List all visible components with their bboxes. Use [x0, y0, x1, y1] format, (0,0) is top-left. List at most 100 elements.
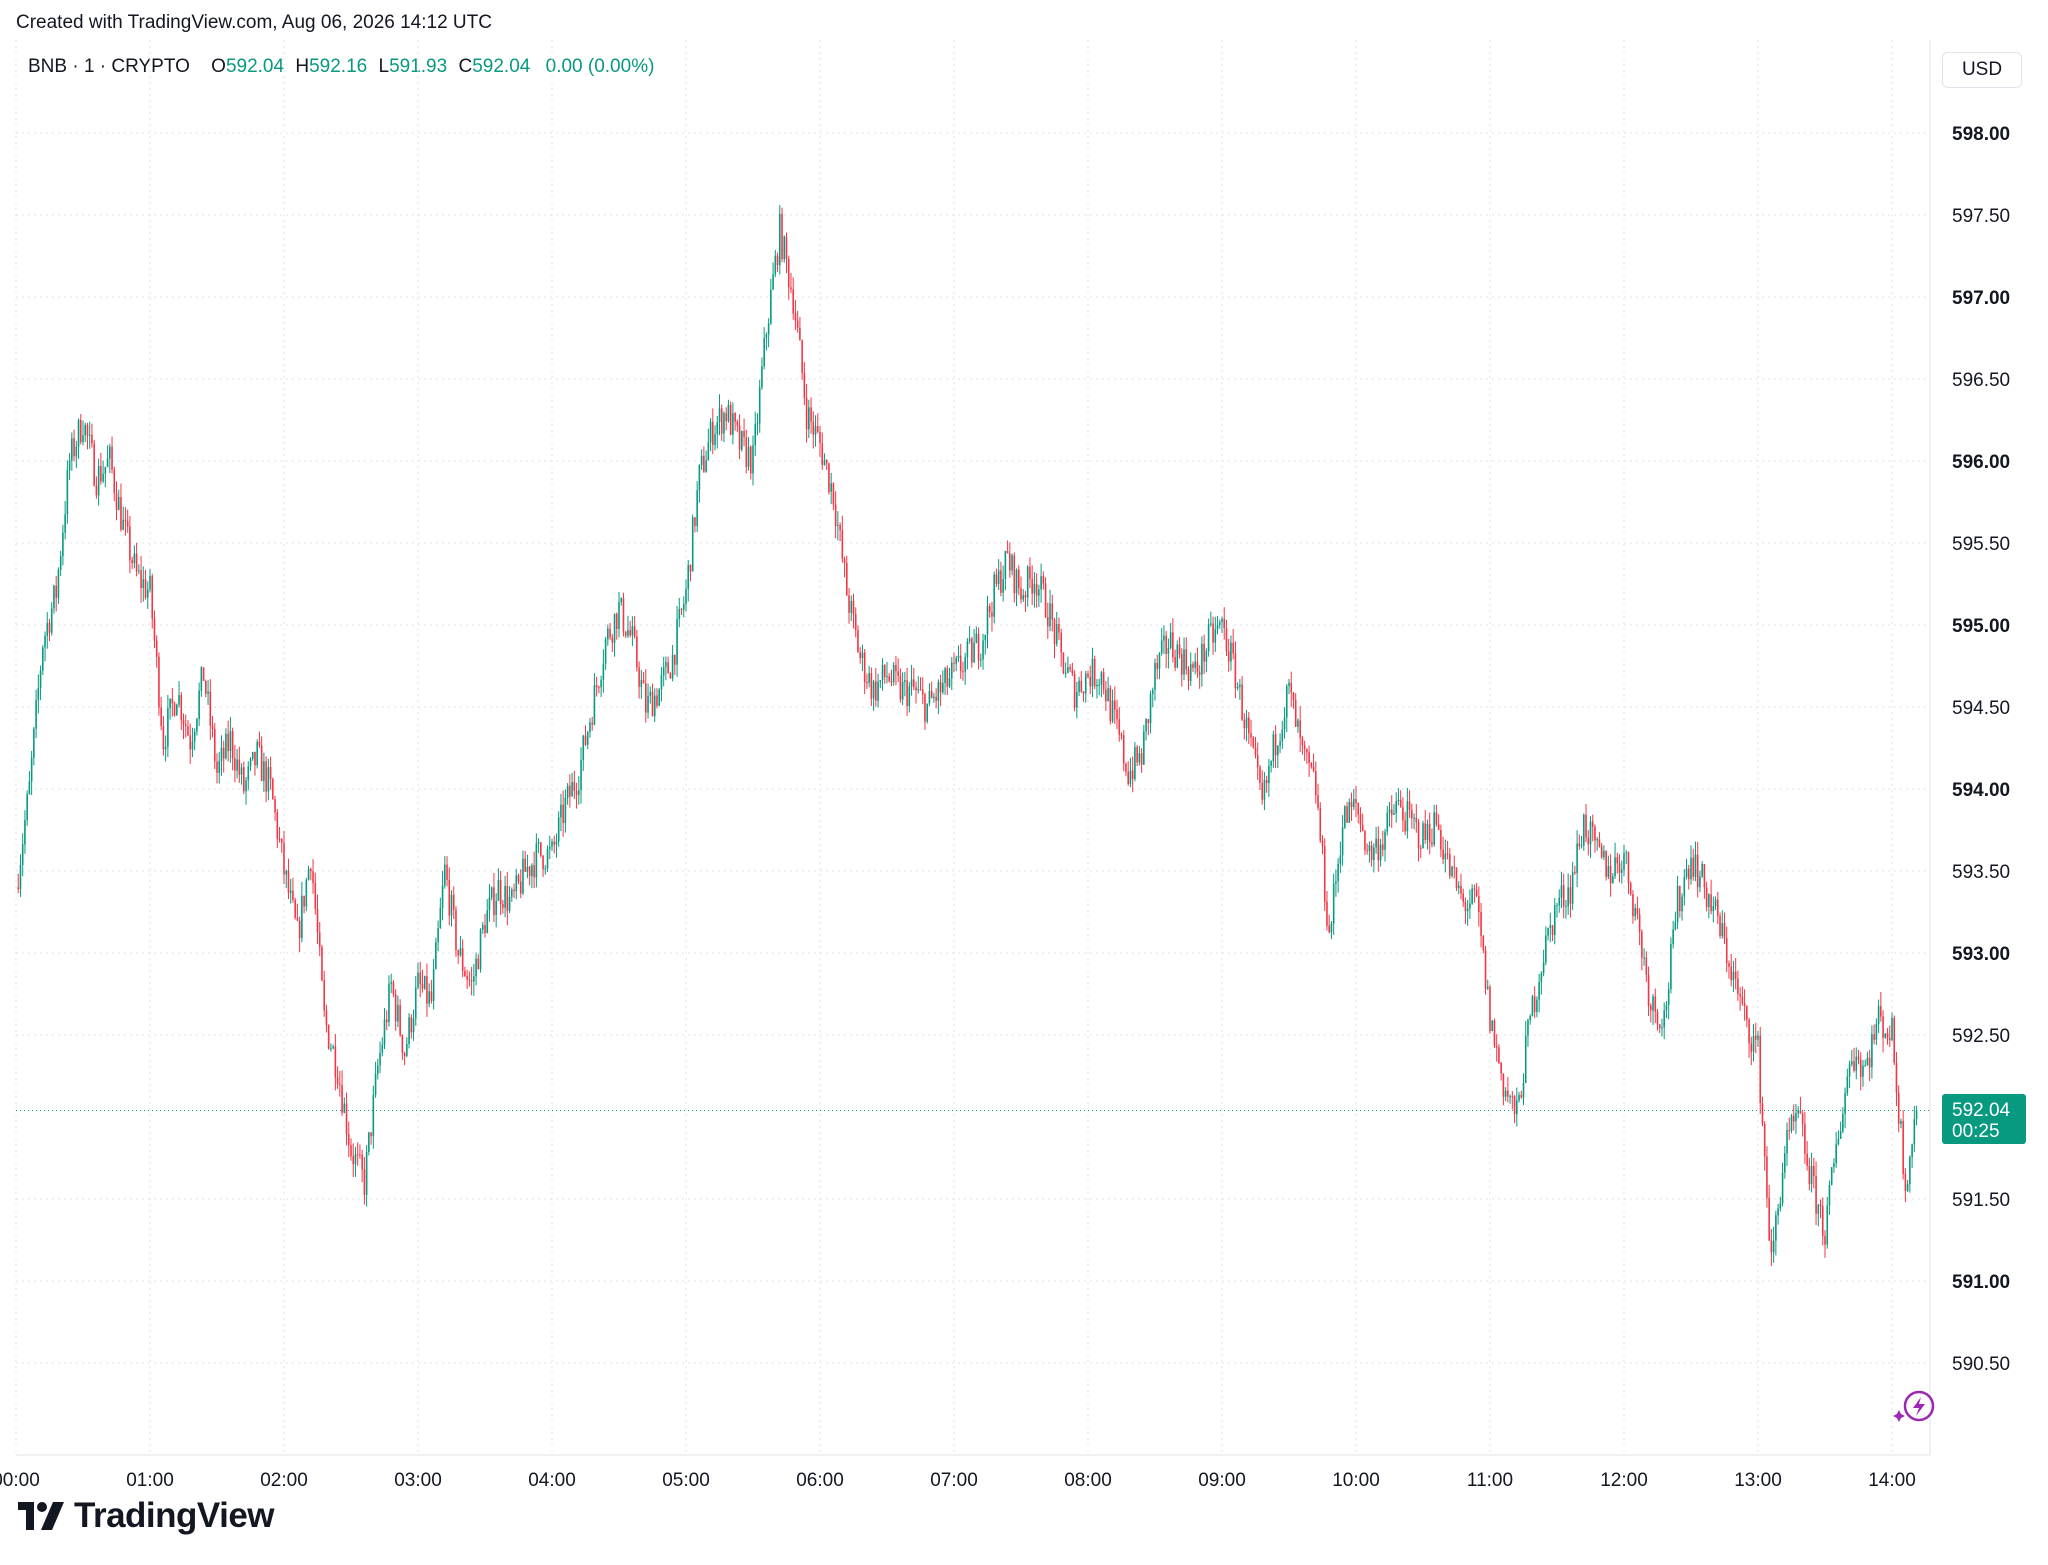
candle	[1638, 908, 1641, 946]
candle	[548, 835, 551, 860]
candle-body	[785, 236, 788, 260]
candle	[517, 873, 520, 885]
candle	[245, 776, 247, 805]
candle	[1216, 615, 1219, 635]
candle-body	[1089, 676, 1092, 687]
candle-body	[935, 696, 937, 701]
candle-body	[173, 703, 176, 716]
candle	[935, 688, 937, 709]
candle-body	[1824, 1235, 1826, 1245]
candle	[875, 668, 877, 707]
candle-body	[1270, 761, 1272, 766]
candle	[50, 602, 53, 636]
candle	[1754, 1022, 1757, 1054]
candle-body	[988, 606, 991, 613]
currency-button[interactable]: USD	[1942, 52, 2022, 88]
candle-body	[95, 485, 98, 496]
candle-body	[571, 782, 573, 797]
candle-body	[167, 708, 169, 747]
candle-body	[1699, 876, 1701, 888]
candle-body	[444, 864, 446, 886]
candle-body	[1127, 771, 1129, 784]
candle-body	[1129, 770, 1132, 784]
candle-body	[1221, 618, 1223, 623]
candle	[1350, 792, 1353, 821]
candle-body	[1547, 927, 1549, 936]
candle-body	[1821, 1206, 1824, 1236]
candle	[499, 870, 502, 916]
candle	[1880, 991, 1882, 1022]
candle-body	[283, 842, 285, 875]
candle-body	[455, 909, 457, 951]
candle	[1250, 719, 1252, 747]
candle-body	[1855, 1056, 1858, 1071]
candle-body	[135, 553, 138, 572]
candle-body	[1292, 692, 1295, 700]
candle	[35, 689, 37, 739]
candle	[948, 667, 951, 688]
candle	[213, 722, 216, 770]
candle	[1149, 690, 1152, 734]
candle-body	[921, 689, 924, 695]
candle	[1781, 1162, 1784, 1207]
candle-body	[162, 725, 165, 750]
candle	[602, 649, 605, 693]
candle-body	[361, 1154, 363, 1170]
candle-body	[73, 438, 75, 457]
candle	[1183, 637, 1185, 681]
candle	[667, 656, 669, 674]
candle	[792, 277, 794, 320]
candle	[1545, 926, 1547, 966]
candle-body	[593, 685, 596, 725]
candle	[314, 872, 317, 915]
symbol-label[interactable]: BNB · 1 · CRYPTO	[28, 56, 190, 77]
candle-body	[1583, 814, 1585, 846]
candle	[73, 429, 75, 462]
open-value: 592.04	[225, 56, 285, 77]
candle-body	[758, 387, 761, 424]
candle	[772, 262, 774, 290]
candle-body	[1777, 1208, 1779, 1216]
candle	[1386, 805, 1389, 836]
close-label: C	[458, 56, 473, 77]
candle-body	[82, 435, 84, 443]
candle-body	[542, 855, 544, 870]
candle	[877, 673, 879, 708]
candle	[1038, 584, 1040, 607]
footer-branding[interactable]: TradingView	[18, 1496, 275, 1536]
candle	[557, 811, 560, 847]
candle	[1455, 867, 1458, 891]
candle	[1319, 802, 1322, 843]
candle	[1801, 1109, 1804, 1137]
lightning-bolt-icon[interactable]	[1893, 1388, 1937, 1428]
candle	[1143, 724, 1145, 765]
candle-body	[1223, 618, 1226, 629]
candle-body	[1524, 1035, 1527, 1083]
candle-body	[1002, 579, 1004, 593]
candle-body	[694, 517, 696, 526]
candle	[982, 633, 984, 670]
candle	[1078, 676, 1080, 696]
candle-body	[1542, 962, 1545, 974]
candle-body	[1457, 885, 1460, 889]
candle	[821, 432, 824, 470]
candle	[258, 731, 261, 749]
candle	[33, 726, 35, 766]
candle	[392, 979, 395, 998]
candle-body	[316, 908, 319, 933]
candle-body	[1741, 996, 1744, 1004]
candle	[1332, 873, 1335, 935]
x-tick-label: 06:00	[796, 1470, 844, 1491]
candle	[332, 1044, 334, 1050]
candle	[1536, 996, 1538, 1018]
candle-body	[490, 887, 493, 898]
candle-body	[1212, 623, 1214, 643]
candle	[971, 636, 973, 668]
candle-body	[1437, 824, 1440, 831]
candle-body	[414, 987, 417, 1019]
candle-body	[1569, 887, 1572, 904]
x-axis[interactable]: 00:0001:0002:0003:0004:0005:0006:0007:00…	[0, 1470, 1916, 1491]
y-axis[interactable]: 598.00597.50597.00596.50596.00595.50595.…	[1952, 124, 2010, 1375]
candle-body	[368, 1132, 370, 1153]
